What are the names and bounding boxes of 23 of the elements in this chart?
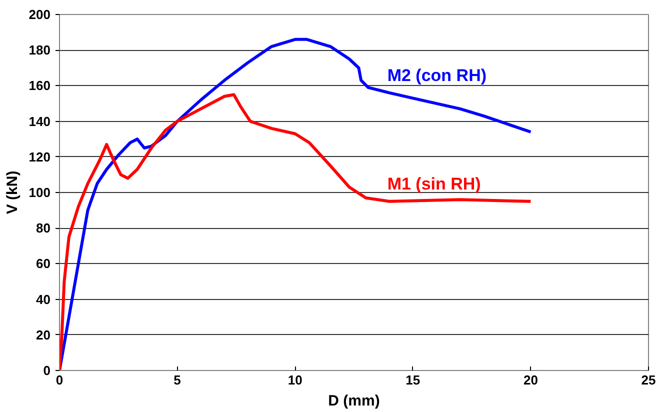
y-tick-label: 60 bbox=[36, 256, 51, 272]
x-tick-label: 5 bbox=[174, 372, 181, 388]
y-tick-label: 20 bbox=[36, 327, 51, 342]
y-tick-label: 0 bbox=[43, 363, 51, 378]
x-tick-label: 10 bbox=[288, 372, 302, 388]
x-tick-label: 0 bbox=[56, 372, 64, 388]
x-axis-title: D (mm) bbox=[328, 392, 380, 410]
x-tick-label: 25 bbox=[641, 372, 656, 388]
series-label: M2 (con RH) bbox=[387, 66, 487, 85]
x-tick-label: 15 bbox=[406, 372, 420, 388]
line-series bbox=[60, 93, 532, 370]
y-tick-label: 80 bbox=[36, 220, 51, 236]
y-axis-title: V (kN) bbox=[4, 170, 21, 214]
y-tick-label: 140 bbox=[28, 114, 51, 129]
x-tick-label: 20 bbox=[523, 372, 538, 388]
y-tick-label: 100 bbox=[28, 185, 51, 200]
y-tick-label: 160 bbox=[28, 78, 51, 94]
y-tick-label: 180 bbox=[28, 42, 51, 58]
y-tick-label: 40 bbox=[36, 292, 51, 307]
y-tick-label: 120 bbox=[28, 149, 51, 164]
y-tick-label: 200 bbox=[28, 7, 51, 22]
series-label: M1 (sin RH) bbox=[387, 174, 481, 194]
line-series bbox=[60, 38, 532, 370]
